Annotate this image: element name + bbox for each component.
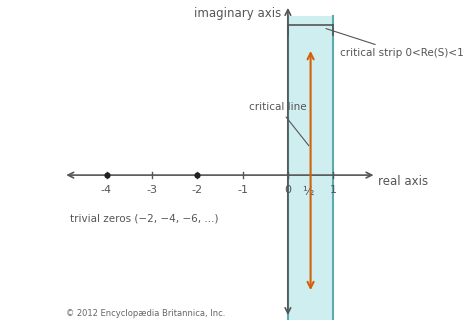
Text: real axis: real axis bbox=[378, 175, 428, 188]
Text: -2: -2 bbox=[191, 185, 203, 195]
Text: critical line: critical line bbox=[249, 102, 309, 146]
Text: © 2012 Encyclopædia Britannica, Inc.: © 2012 Encyclopædia Britannica, Inc. bbox=[66, 309, 225, 318]
Text: 0: 0 bbox=[284, 185, 292, 195]
Text: trivial zeros (−2, −4, −6, ...): trivial zeros (−2, −4, −6, ...) bbox=[70, 214, 219, 224]
Text: 1: 1 bbox=[330, 185, 337, 195]
Text: ½: ½ bbox=[302, 185, 314, 198]
Text: critical strip 0<Re(S)<1: critical strip 0<Re(S)<1 bbox=[326, 28, 464, 58]
Text: imaginary axis: imaginary axis bbox=[194, 7, 281, 20]
Text: -3: -3 bbox=[146, 185, 157, 195]
Text: -4: -4 bbox=[101, 185, 112, 195]
Bar bbox=[288, 16, 333, 320]
Text: -1: -1 bbox=[237, 185, 248, 195]
